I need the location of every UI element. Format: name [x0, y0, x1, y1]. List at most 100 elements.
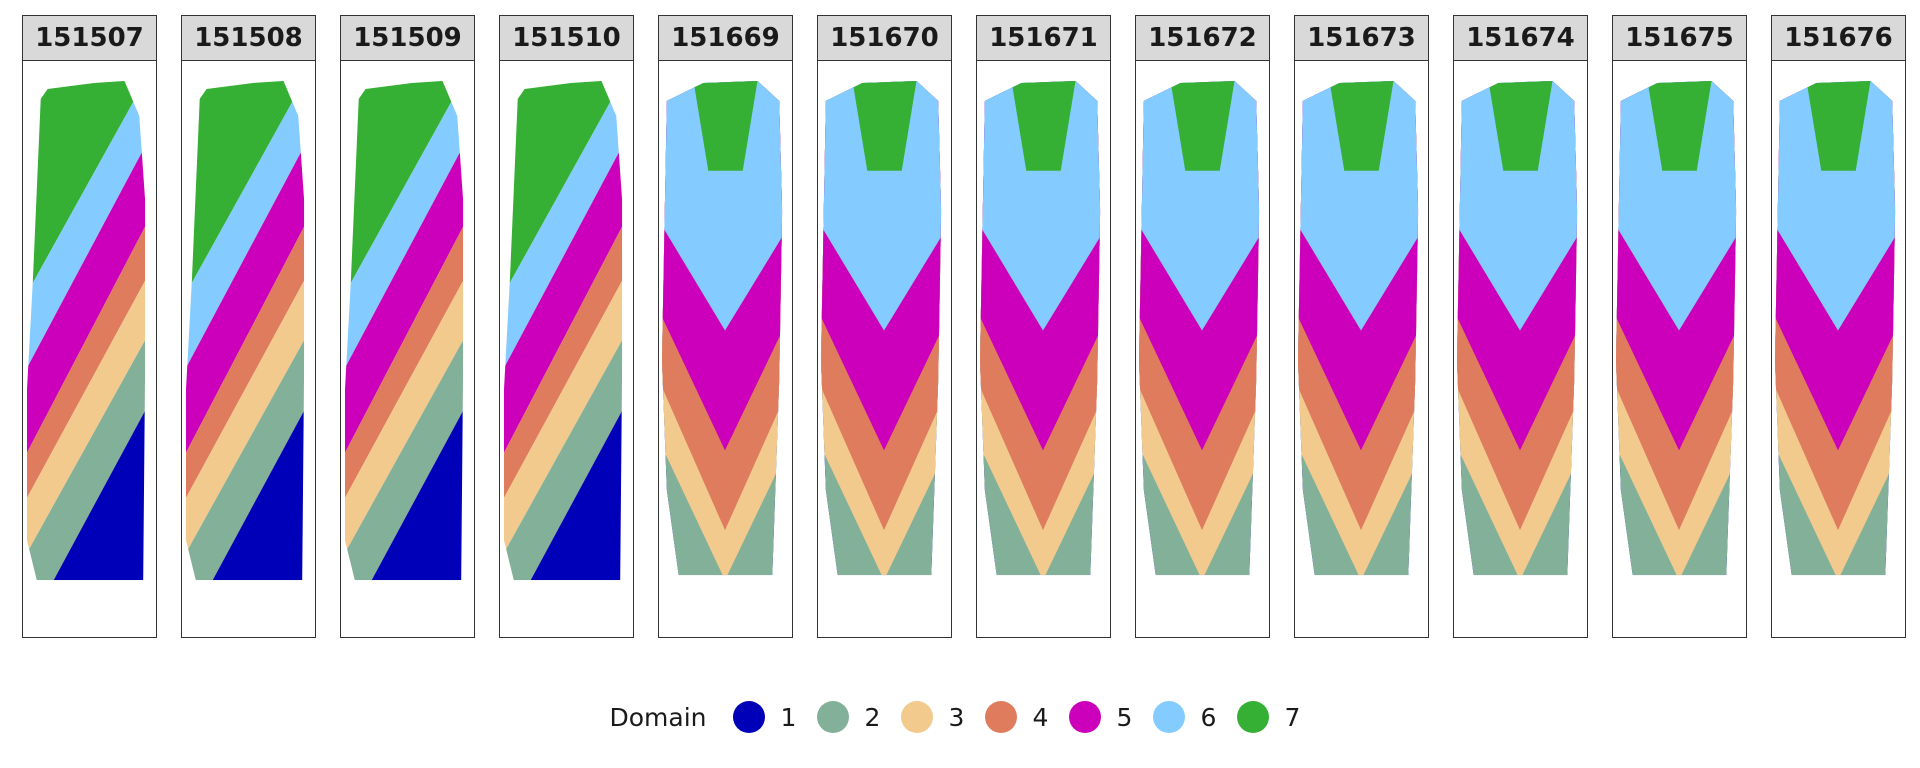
domain-map [185, 80, 305, 581]
facet-panel-151507: 151507 [22, 15, 157, 638]
legend-label-3: 3 [948, 702, 965, 732]
legend-label-4: 4 [1032, 702, 1049, 732]
panel-strip-label: 151673 [1294, 15, 1429, 61]
domain-3-region [185, 260, 305, 561]
domain-6-region [661, 80, 783, 331]
panel-strip-label: 151669 [658, 15, 793, 61]
facet-panel-151509: 151509 [340, 15, 475, 638]
panel-strip-label: 151509 [340, 15, 475, 61]
domain-6-region [1456, 80, 1578, 331]
domain-4-region [26, 205, 146, 506]
domain-map [661, 80, 783, 576]
domain-map [979, 80, 1101, 576]
domain-map [1774, 80, 1896, 576]
domain-2-region [26, 320, 146, 581]
domain-7-region [1170, 80, 1235, 171]
panel-plot-area [1453, 61, 1588, 638]
legend-swatch-7 [1236, 701, 1269, 733]
domain-5-region [185, 125, 305, 461]
domain-6-region [344, 80, 464, 376]
legend-item-2: 2 [816, 701, 881, 733]
legend-swatch-4 [984, 701, 1017, 733]
panel-plot-area [1294, 61, 1429, 638]
domain-3-region [26, 260, 146, 561]
domain-2-region [185, 320, 305, 581]
panel-plot-area [22, 61, 157, 638]
domain-1-region [26, 390, 146, 581]
panel-plot-area [340, 61, 475, 638]
legend-label-2: 2 [864, 702, 881, 732]
legend-swatch-3 [900, 701, 933, 733]
domain-6-region [1774, 80, 1896, 331]
panel-plot-area [181, 61, 316, 638]
panel-plot-area [499, 61, 634, 638]
domain-map [1615, 80, 1737, 576]
domain-6-region [503, 80, 623, 376]
domain-5-region [344, 125, 464, 461]
panel-strip-label: 151676 [1771, 15, 1906, 61]
panel-strip-label: 151672 [1135, 15, 1270, 61]
panel-strip-label: 151671 [976, 15, 1111, 61]
legend-label-6: 6 [1200, 702, 1217, 732]
domain-1-region [503, 390, 623, 581]
domain-map [26, 80, 146, 581]
facet-panel-151670: 151670 [817, 15, 952, 638]
panel-strip-label: 151510 [499, 15, 634, 61]
domain-7-region [693, 80, 758, 171]
domain-2-region [503, 320, 623, 581]
domain-3-region [503, 260, 623, 561]
legend: Domain 1 2 3 4 5 6 7 [0, 695, 1920, 739]
domain-7-region [1329, 80, 1394, 171]
domain-6-region [979, 80, 1101, 331]
legend-item-3: 3 [900, 701, 965, 733]
domain-map [503, 80, 623, 581]
domain-map [1456, 80, 1578, 576]
panel-strip-label: 151674 [1453, 15, 1588, 61]
domain-4-region [185, 205, 305, 506]
domain-6-region [820, 80, 942, 331]
facet-panel-151672: 151672 [1135, 15, 1270, 638]
domain-map [1138, 80, 1260, 576]
facet-panel-151676: 151676 [1771, 15, 1906, 638]
domain-7-region [1647, 80, 1712, 171]
panel-plot-area [1771, 61, 1906, 638]
legend-swatch-1 [732, 701, 765, 733]
domain-7-region [1488, 80, 1553, 171]
panel-strip-label: 151507 [22, 15, 157, 61]
panel-plot-area [1612, 61, 1747, 638]
legend-item-6: 6 [1152, 701, 1217, 733]
domain-6-region [1615, 80, 1737, 331]
legend-swatch-6 [1152, 701, 1185, 733]
facet-panel-151675: 151675 [1612, 15, 1747, 638]
domain-map [344, 80, 464, 581]
legend-item-5: 5 [1068, 701, 1133, 733]
domain-7-region [1011, 80, 1076, 171]
legend-item-7: 7 [1236, 701, 1301, 733]
panel-plot-area [1135, 61, 1270, 638]
facet-panels: 151507 151508 151509 151510 151669 151670 1516… [22, 15, 1906, 638]
domain-7-region [852, 80, 917, 171]
legend-title: Domain [609, 702, 707, 732]
domain-3-region [344, 260, 464, 561]
domain-4-region [344, 205, 464, 506]
legend-label-7: 7 [1284, 702, 1301, 732]
panel-strip-label: 151508 [181, 15, 316, 61]
panel-plot-area [658, 61, 793, 638]
domain-map [820, 80, 942, 576]
domain-6-region [1138, 80, 1260, 331]
domain-2-region [344, 320, 464, 581]
facet-panel-151674: 151674 [1453, 15, 1588, 638]
legend-label-1: 1 [780, 702, 797, 732]
domain-7-region [1806, 80, 1871, 171]
facet-panel-151508: 151508 [181, 15, 316, 638]
panel-strip-label: 151675 [1612, 15, 1747, 61]
facet-panel-151510: 151510 [499, 15, 634, 638]
panel-strip-label: 151670 [817, 15, 952, 61]
legend-swatch-2 [816, 701, 849, 733]
domain-1-region [185, 390, 305, 581]
legend-item-1: 1 [732, 701, 797, 733]
panel-plot-area [976, 61, 1111, 638]
domain-5-region [26, 125, 146, 461]
legend-swatch-5 [1068, 701, 1101, 733]
domain-6-region [1297, 80, 1419, 331]
